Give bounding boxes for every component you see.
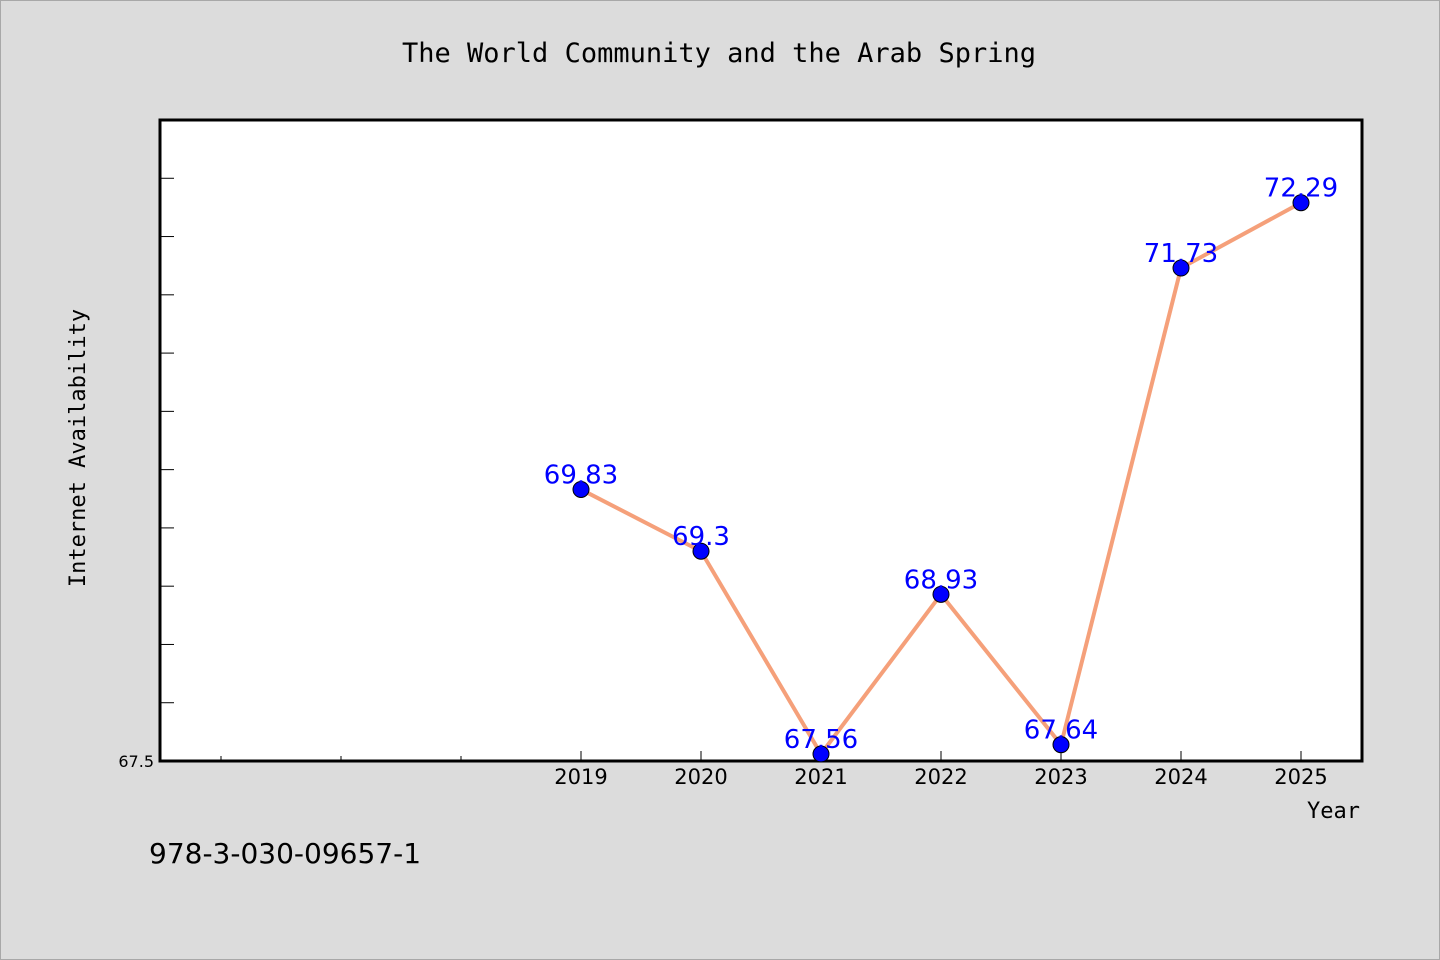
data-point [812, 745, 830, 763]
y-axis-ticks [160, 119, 174, 704]
x-tick-label: 2023 [1034, 765, 1087, 789]
data-label: 67.56 [784, 725, 858, 755]
footer-note: 978-3-030-09657-1 [149, 837, 421, 870]
data-point [1292, 194, 1310, 212]
data-label: 71.73 [1144, 239, 1218, 269]
data-label: 72.29 [1264, 174, 1338, 204]
data-point [1052, 736, 1070, 754]
x-tick-label: 2025 [1274, 765, 1327, 789]
y-axis-label: Internet Availability [66, 309, 91, 587]
data-point [572, 480, 590, 498]
chart-title: The World Community and the Arab Spring [402, 38, 1036, 69]
data-point [932, 585, 950, 603]
plot-area [158, 118, 1364, 763]
data-point [1172, 259, 1190, 277]
y-tick-label: 67.5 [118, 752, 154, 771]
x-tick-label: 2024 [1154, 765, 1207, 789]
x-tick-label: 2022 [914, 765, 967, 789]
x-axis-label: Year [1307, 799, 1360, 824]
data-label: 69.3 [672, 522, 730, 552]
x-tick-label: 2021 [794, 765, 847, 789]
data-label: 67.64 [1024, 716, 1098, 746]
x-tick-labels: 2019 2020 2021 2022 2023 2024 2025 [554, 765, 1327, 789]
data-label: 69.83 [544, 460, 618, 490]
data-point [692, 542, 710, 560]
series-line-group: 69.83 69.3 67.56 68.93 67.64 71.73 72.29 [544, 174, 1338, 763]
x-tick-label: 2019 [554, 765, 607, 789]
data-label: 68.93 [904, 565, 978, 595]
x-tick-label: 2020 [674, 765, 727, 789]
